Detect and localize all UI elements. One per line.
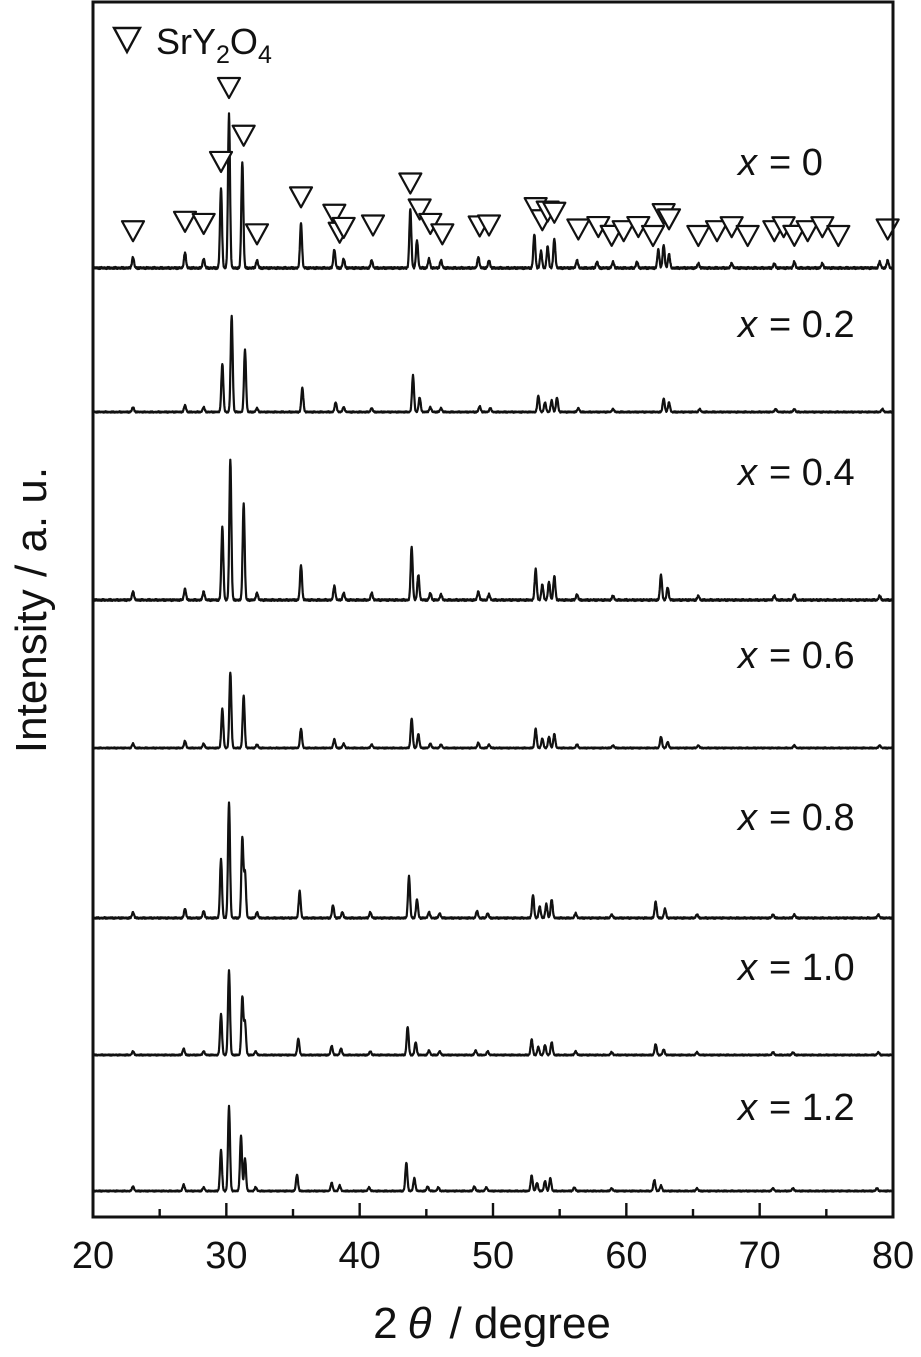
reflection-marker <box>407 198 432 221</box>
reflection-marker <box>172 210 198 233</box>
reflection-marker <box>542 201 567 224</box>
x-tick-label: 40 <box>339 1235 381 1277</box>
curve-label-0: x = 0 <box>736 142 823 184</box>
reflection-marker <box>244 223 270 246</box>
reflection-marker <box>656 208 682 231</box>
xrd-curve-4 <box>92 801 895 920</box>
reflection-marker <box>476 214 502 237</box>
xrd-curve-0 <box>92 112 894 271</box>
reflection-marker <box>795 220 820 243</box>
curve-label-3: x = 0.6 <box>736 635 855 677</box>
xrd-curve-6 <box>92 1104 895 1193</box>
legend-triangle-icon <box>111 26 143 55</box>
reflection-marker <box>875 218 900 241</box>
curve-label-4: x = 0.8 <box>736 797 855 839</box>
curve-label-2: x = 0.4 <box>736 452 855 494</box>
reflection-marker <box>735 224 760 248</box>
reflection-marker <box>640 224 666 248</box>
curve-group <box>92 112 895 1193</box>
reflection-marker <box>686 224 711 248</box>
legend-label: SrY2O4 <box>156 21 272 69</box>
xrd-curve-3 <box>92 671 894 750</box>
reflection-marker <box>231 124 256 147</box>
x-tick-label: 20 <box>72 1235 114 1277</box>
reflection-marker <box>191 212 216 236</box>
marker-group <box>120 76 900 248</box>
reflection-marker <box>826 224 851 248</box>
reflection-marker <box>208 150 234 174</box>
x-tick-label: 50 <box>472 1235 514 1277</box>
reflection-marker <box>398 172 423 195</box>
x-tick-label: 80 <box>872 1235 914 1277</box>
x-tick-label: 30 <box>205 1235 247 1277</box>
curve-label-group: x = 0 x = 0.2 x = 0.4 x = 0.6 x = 0.8 x = 1.0 x = 1.2 <box>736 142 855 1129</box>
reflection-marker <box>782 224 807 247</box>
reflection-marker <box>611 220 636 243</box>
x-tick-label: 70 <box>739 1235 781 1277</box>
reflection-marker <box>288 186 314 209</box>
plot-frame <box>91 0 895 1219</box>
reflection-marker <box>360 214 386 237</box>
xrd-curve-5 <box>92 969 894 1057</box>
reflection-marker <box>120 220 146 243</box>
curve-label-5: x = 1.0 <box>736 947 855 989</box>
legend: SrY2O4 <box>111 21 272 69</box>
reflection-marker <box>566 218 591 241</box>
reflection-marker <box>331 216 356 240</box>
x-axis-title: 2 θ / degree <box>373 1299 611 1348</box>
reflection-marker <box>322 203 347 226</box>
x-axis-ticks: 20 30 40 50 60 70 80 <box>72 1203 914 1277</box>
x-tick-label: 60 <box>605 1235 647 1277</box>
curve-label-6: x = 1.2 <box>736 1087 855 1129</box>
reflection-marker <box>704 220 730 243</box>
xrd-curve-2 <box>92 458 894 603</box>
reflection-marker <box>430 223 455 246</box>
reflection-marker <box>216 76 242 100</box>
xrd-curve-1 <box>92 314 895 414</box>
curve-label-1: x = 0.2 <box>736 304 855 346</box>
y-axis-title: Intensity / a. u. <box>7 467 56 753</box>
